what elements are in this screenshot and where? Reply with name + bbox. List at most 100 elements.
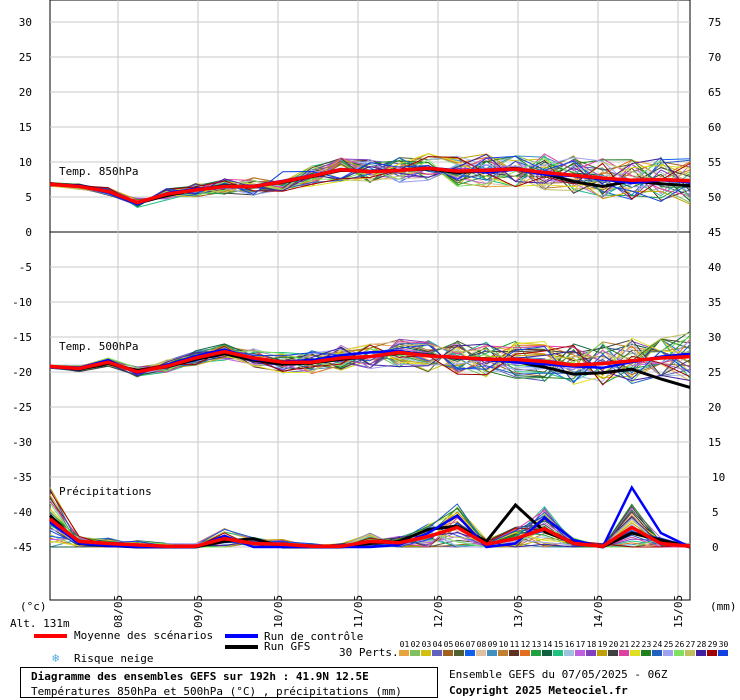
pert-swatch [487, 650, 497, 656]
pert-swatch [509, 650, 519, 656]
pert-number: 29 [707, 640, 718, 649]
y-tick-label: -40 [12, 506, 32, 519]
pert-swatch [476, 650, 486, 656]
pert-number: 18 [586, 640, 597, 649]
x-tick-label: 12/05 [432, 595, 445, 628]
pert-swatch [542, 650, 552, 656]
info-box: Diagramme des ensembles GEFS sur 192h : … [20, 667, 438, 698]
x-tick-label: 15/05 [672, 595, 685, 628]
y-tick-label: 15 [19, 121, 32, 134]
y-tick-label: -15 [12, 331, 32, 344]
pert-swatch [553, 650, 563, 656]
x-tick-label: 10/05 [272, 595, 285, 628]
pert-swatch [520, 650, 530, 656]
legend-snow-label: Risque neige [74, 652, 154, 665]
legend-mean-label: Moyenne des scénarios [74, 629, 214, 642]
legend-control-label: Run de contrôle [264, 630, 364, 643]
pert-number: 23 [641, 640, 652, 649]
pert-swatch [586, 650, 596, 656]
pert-swatch [608, 650, 618, 656]
pert-number: 28 [696, 640, 707, 649]
pert-swatch [410, 650, 420, 656]
y2-tick-label: 40 [708, 261, 721, 274]
y2-tick-label: 35 [708, 296, 721, 309]
pert-number: 26 [674, 640, 685, 649]
pert-number: 30 [718, 640, 729, 649]
series-line [49, 166, 691, 205]
pert-number: 09 [487, 640, 498, 649]
pert-number: 24 [652, 640, 663, 649]
y-tick-label: -5 [19, 261, 32, 274]
pert-number: 27 [685, 640, 696, 649]
y-tick-label: -45 [12, 541, 32, 554]
y2-tick-label: 50 [708, 191, 721, 204]
run-info: Ensemble GEFS du 07/05/2025 - 06Z [449, 668, 668, 681]
pert-swatch [619, 650, 629, 656]
y2-tick-label: 5 [712, 506, 719, 519]
x-tick-label: 08/05 [112, 595, 125, 628]
y2-tick-label: 20 [708, 401, 721, 414]
pert-number: 13 [531, 640, 542, 649]
pert-swatch [663, 650, 673, 656]
pane-label: Temp. 500hPa [59, 340, 138, 353]
pert-number: 16 [564, 640, 575, 649]
y2-tick-label: 25 [708, 366, 721, 379]
pert-swatch [674, 650, 684, 656]
pert-swatch [575, 650, 585, 656]
snow-icon: ❄ [52, 651, 60, 665]
copyright: Copyright 2025 Meteociel.fr [449, 684, 628, 697]
pert-swatch [399, 650, 409, 656]
pert-number: 02 [410, 640, 421, 649]
y2-tick-label: 45 [708, 226, 721, 239]
perturbation-line [49, 340, 691, 375]
legend-mean-swatch [34, 634, 67, 638]
y2-tick-label: 65 [708, 86, 721, 99]
y-tick-label: 5 [25, 191, 32, 204]
legend-gfs-label: Run GFS [264, 640, 311, 653]
pert-swatch [597, 650, 607, 656]
y-tick-label: -20 [12, 366, 32, 379]
pert-number: 19 [597, 640, 608, 649]
pert-swatch [641, 650, 651, 656]
pert-number: 17 [575, 640, 586, 649]
pert-number: 22 [630, 640, 641, 649]
pert-swatch [443, 650, 453, 656]
y-tick-label: 25 [19, 51, 32, 64]
pert-number: 05 [443, 640, 454, 649]
series-line [49, 349, 691, 374]
info-subtitle: Températures 850hPa et 500hPa (°C) , pré… [31, 685, 402, 698]
pert-swatch [652, 650, 662, 656]
x-tick-label: 13/05 [512, 595, 525, 628]
pert-number: 15 [553, 640, 564, 649]
pert-number: 11 [509, 640, 520, 649]
info-title: Diagramme des ensembles GEFS sur 192h : … [31, 670, 369, 683]
pert-swatch [454, 650, 464, 656]
pert-number: 04 [432, 640, 443, 649]
pert-number: 06 [454, 640, 465, 649]
pert-swatch [696, 650, 706, 656]
legend-perts-label: 30 Perts. [339, 646, 399, 659]
pert-swatch [498, 650, 508, 656]
pert-swatch [432, 650, 442, 656]
plot-frame [49, 0, 691, 601]
legend-gfs-swatch [225, 645, 258, 649]
pert-swatch [718, 650, 728, 656]
pert-number: 01 [399, 640, 410, 649]
y2-tick-label: 10 [712, 471, 725, 484]
x-tick-label: 11/05 [352, 595, 365, 628]
pert-number: 20 [608, 640, 619, 649]
y2-tick-label: 30 [708, 331, 721, 344]
y-tick-label: 30 [19, 16, 32, 29]
legend-control-swatch [225, 634, 258, 638]
pert-number: 12 [520, 640, 531, 649]
y-tick-label: -30 [12, 436, 32, 449]
pert-swatch [707, 650, 717, 656]
y-tick-label: 10 [19, 156, 32, 169]
x-tick-label: 09/05 [192, 595, 205, 628]
altitude-label: Alt. 131m [10, 617, 70, 630]
y2-tick-label: 70 [708, 51, 721, 64]
pert-swatch [421, 650, 431, 656]
y2-tick-label: 0 [712, 541, 719, 554]
pert-number: 25 [663, 640, 674, 649]
